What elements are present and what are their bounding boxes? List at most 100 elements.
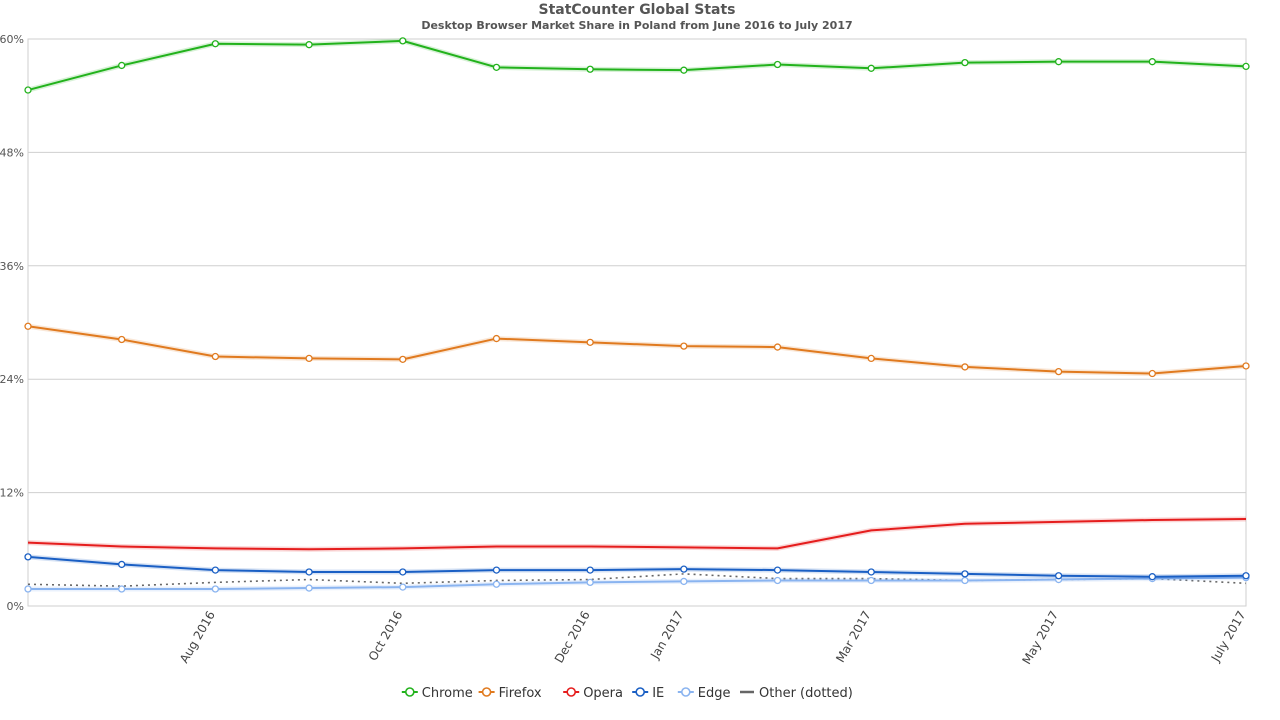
data-point (118, 585, 126, 593)
data-point (211, 40, 220, 48)
data-point (305, 41, 313, 49)
legend-item-chrome[interactable]: Chrome (401, 686, 473, 701)
data-point (399, 568, 407, 576)
series-line-ie (27, 555, 1247, 578)
series-edge (24, 574, 1250, 593)
y-tick-label: 24% (0, 373, 24, 386)
data-point (118, 335, 126, 344)
data-point (867, 354, 875, 363)
data-point (867, 568, 875, 576)
data-point (305, 354, 313, 363)
data-point (1242, 362, 1250, 370)
legend: Chrome Firefox Opera IE Edge Other (dotted) (401, 686, 853, 701)
data-point (1242, 62, 1250, 71)
data-point (492, 63, 501, 71)
y-tick-label: 0% (7, 600, 24, 613)
data-point (1054, 367, 1063, 376)
series-line-firefox (27, 325, 1247, 375)
data-point (961, 576, 969, 585)
data-point (867, 576, 875, 585)
data-point (586, 65, 594, 73)
legend-label: Firefox (499, 686, 542, 701)
series-glow-opera (27, 516, 1247, 552)
chart-title: StatCounter Global Stats (538, 2, 735, 18)
series-opera (27, 516, 1247, 552)
data-point (586, 566, 594, 574)
data-point (1054, 572, 1063, 580)
legend-label: IE (652, 686, 664, 701)
data-point (211, 566, 220, 574)
data-point (399, 355, 407, 364)
x-tick-label: May 2017 (1020, 609, 1062, 667)
series-lines (24, 37, 1250, 593)
x-tick-label: Oct 2016 (366, 609, 406, 664)
y-tick-label: 12% (0, 487, 24, 500)
data-point (1148, 58, 1156, 66)
legend-item-ie[interactable]: IE (632, 686, 664, 701)
data-point (773, 60, 782, 69)
data-point (305, 584, 313, 592)
data-point (773, 343, 782, 351)
legend-item-edge[interactable]: Edge (677, 686, 731, 701)
data-point (211, 585, 220, 593)
legend-swatch (566, 687, 577, 697)
x-tick-label: Dec 2016 (552, 609, 593, 666)
data-point (24, 553, 32, 561)
y-axis-ticks: 0% 12% 24% 36% 48% 60% (0, 33, 24, 613)
series-line-chrome (27, 39, 1247, 91)
legend-item-firefox[interactable]: Firefox (478, 686, 542, 701)
legend-label: Chrome (422, 686, 473, 701)
legend-label: Other (dotted) (759, 686, 853, 701)
legend-item-opera[interactable]: Opera (563, 686, 623, 701)
y-tick-label: 48% (0, 146, 24, 159)
data-point (1148, 573, 1156, 581)
series-glow-ie (27, 554, 1247, 580)
data-point (961, 58, 969, 67)
data-point (305, 568, 313, 576)
data-point (680, 66, 688, 74)
data-point (961, 363, 969, 371)
legend-item-other-dotted[interactable]: Other (dotted) (740, 686, 853, 701)
data-point (24, 322, 32, 330)
data-point (586, 338, 594, 346)
data-point (118, 61, 126, 70)
data-point (492, 566, 501, 574)
series-glow-firefox (27, 323, 1247, 377)
chart-subtitle: Desktop Browser Market Share in Poland f… (421, 19, 852, 32)
series-line-opera (27, 518, 1247, 551)
data-point (867, 64, 875, 72)
data-point (586, 578, 594, 587)
series-firefox (24, 322, 1250, 378)
data-point (399, 583, 407, 591)
x-tick-label: July 2017 (1208, 609, 1249, 665)
legend-swatch (404, 687, 415, 697)
x-tick-label: Jan 2017 (647, 609, 686, 663)
x-axis-ticks: Aug 2016 Oct 2016 Dec 2016 Jan 2017 Mar 2017… (177, 609, 1249, 667)
data-point (773, 576, 782, 585)
data-point (24, 585, 32, 593)
data-point (680, 342, 688, 350)
legend-swatch (481, 687, 492, 697)
data-point (773, 566, 782, 574)
x-tick-label: Mar 2017 (833, 609, 874, 665)
series-glow-chrome (27, 38, 1247, 93)
data-point (1054, 58, 1063, 66)
series-ie (24, 553, 1250, 581)
plot-area-border (27, 38, 1247, 607)
data-point (1242, 572, 1250, 580)
legend-swatch (635, 687, 646, 697)
data-point (680, 577, 688, 586)
data-point (118, 560, 126, 569)
series-line-edge (28, 576, 1247, 590)
series-chrome (24, 37, 1250, 94)
x-tick-label: Aug 2016 (177, 609, 218, 666)
y-tick-label: 60% (0, 33, 24, 46)
data-point (961, 570, 969, 578)
data-point (399, 37, 407, 45)
y-tick-label: 36% (0, 260, 24, 273)
legend-label: Edge (698, 686, 731, 701)
data-point (211, 352, 220, 361)
legend-label: Opera (583, 686, 623, 701)
data-point (492, 580, 501, 588)
data-point (1148, 369, 1156, 378)
